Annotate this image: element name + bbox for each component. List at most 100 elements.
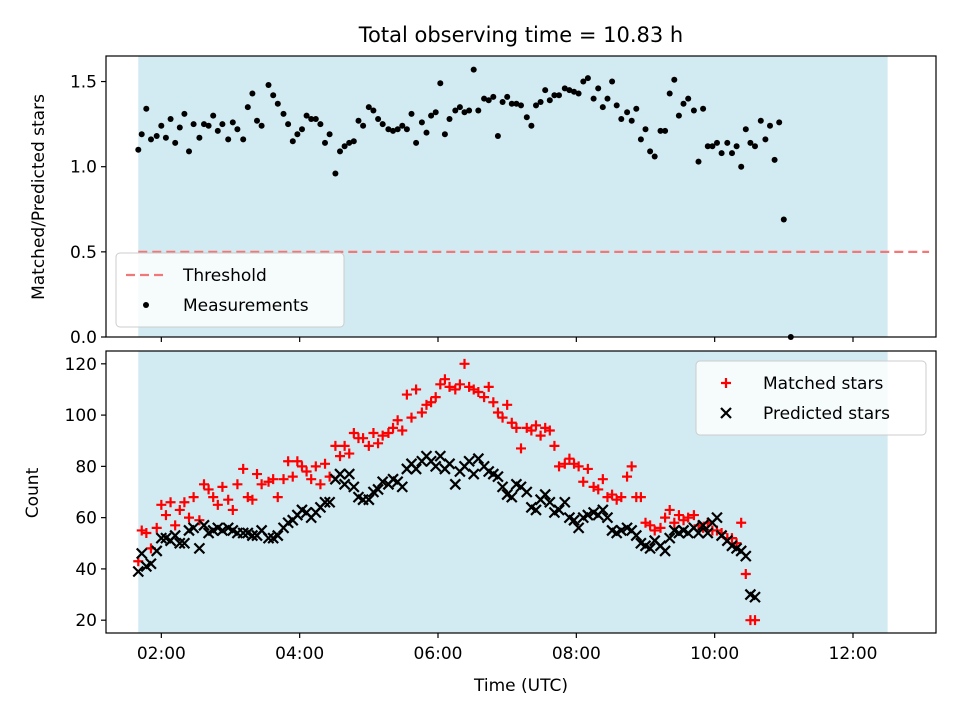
legend-label: Measurements xyxy=(183,296,309,316)
data-point xyxy=(196,134,203,141)
data-point xyxy=(360,122,367,129)
data-point xyxy=(575,90,582,97)
data-point xyxy=(143,105,150,112)
legend-label: Predicted stars xyxy=(763,404,890,424)
data-point xyxy=(265,82,272,88)
data-point xyxy=(429,460,442,473)
data-point xyxy=(174,537,186,550)
data-point xyxy=(657,127,664,134)
data-point xyxy=(616,492,627,503)
data-point xyxy=(363,440,374,451)
data-point xyxy=(733,143,740,150)
data-point xyxy=(645,520,656,531)
data-point xyxy=(544,496,556,509)
data-point xyxy=(635,492,646,503)
data-point xyxy=(771,156,778,163)
data-point xyxy=(542,87,549,94)
data-point xyxy=(148,136,154,143)
data-point xyxy=(752,143,758,150)
top-panel: 0.0 0.5 1.0 1.5 Threshold Measurements xyxy=(70,55,937,348)
data-point xyxy=(740,550,752,562)
data-point xyxy=(568,514,580,526)
data-point xyxy=(559,496,571,509)
data-point xyxy=(312,116,319,122)
data-point xyxy=(244,104,251,111)
data-point xyxy=(348,481,360,493)
data-point xyxy=(287,471,298,482)
data-point xyxy=(463,455,475,468)
data-point xyxy=(443,458,456,470)
data-point xyxy=(344,448,355,459)
data-point xyxy=(556,92,562,99)
data-point xyxy=(337,148,343,155)
data-point xyxy=(470,66,477,73)
data-point xyxy=(530,504,542,516)
data-point xyxy=(315,479,326,490)
legend-box xyxy=(115,252,345,328)
data-point xyxy=(740,569,751,580)
y-tick-label: 20 xyxy=(75,611,97,631)
data-point xyxy=(566,87,573,94)
data-point xyxy=(299,126,305,133)
y-tick-label: 0.0 xyxy=(70,328,97,348)
data-point xyxy=(599,104,606,111)
data-point xyxy=(396,481,409,493)
data-point xyxy=(208,492,219,503)
data-point xyxy=(394,126,401,133)
data-point xyxy=(272,492,283,503)
y-tick-label: 60 xyxy=(75,509,97,529)
data-point xyxy=(416,407,427,418)
data-point xyxy=(150,545,163,557)
data-point xyxy=(372,483,384,496)
data-point xyxy=(210,112,217,119)
data-point xyxy=(757,117,764,124)
data-point xyxy=(247,494,258,505)
data-point xyxy=(268,474,279,485)
data-point xyxy=(155,532,168,544)
data-point xyxy=(554,461,565,472)
data-point xyxy=(472,452,485,465)
data-point xyxy=(227,504,238,515)
data-point xyxy=(742,126,749,133)
data-point xyxy=(408,110,415,117)
data-point xyxy=(319,496,331,509)
data-point xyxy=(186,148,192,155)
data-point xyxy=(590,95,597,102)
data-point xyxy=(551,92,558,99)
data-point xyxy=(160,510,171,521)
data-point xyxy=(615,524,628,537)
data-point xyxy=(256,479,267,490)
data-point xyxy=(172,139,179,146)
data-point xyxy=(504,93,511,100)
data-point xyxy=(153,133,160,139)
data-point xyxy=(709,143,716,150)
data-point xyxy=(170,520,181,531)
data-point xyxy=(520,486,533,498)
data-point xyxy=(494,133,501,139)
data-point xyxy=(292,456,303,467)
data-point xyxy=(571,88,577,95)
data-point xyxy=(388,422,399,433)
data-point xyxy=(506,491,518,503)
data-point xyxy=(283,456,294,467)
data-point xyxy=(219,121,226,128)
data-point xyxy=(663,532,676,544)
data-point xyxy=(578,476,589,487)
y-tick-label: 0.5 xyxy=(70,243,97,263)
data-point xyxy=(559,458,570,469)
x-tick-label: 06:00 xyxy=(414,644,463,664)
data-point xyxy=(358,433,369,444)
data-point xyxy=(323,496,336,509)
data-point xyxy=(330,440,341,451)
data-point xyxy=(426,397,437,408)
x-tick-label: 08:00 xyxy=(552,644,601,664)
data-point xyxy=(434,450,447,462)
data-point xyxy=(544,425,555,436)
data-point xyxy=(573,461,584,472)
data-point xyxy=(572,522,585,534)
data-point xyxy=(392,415,403,426)
data-point xyxy=(767,122,773,129)
data-point xyxy=(249,90,256,97)
data-point xyxy=(401,389,412,400)
data-point xyxy=(669,517,680,528)
